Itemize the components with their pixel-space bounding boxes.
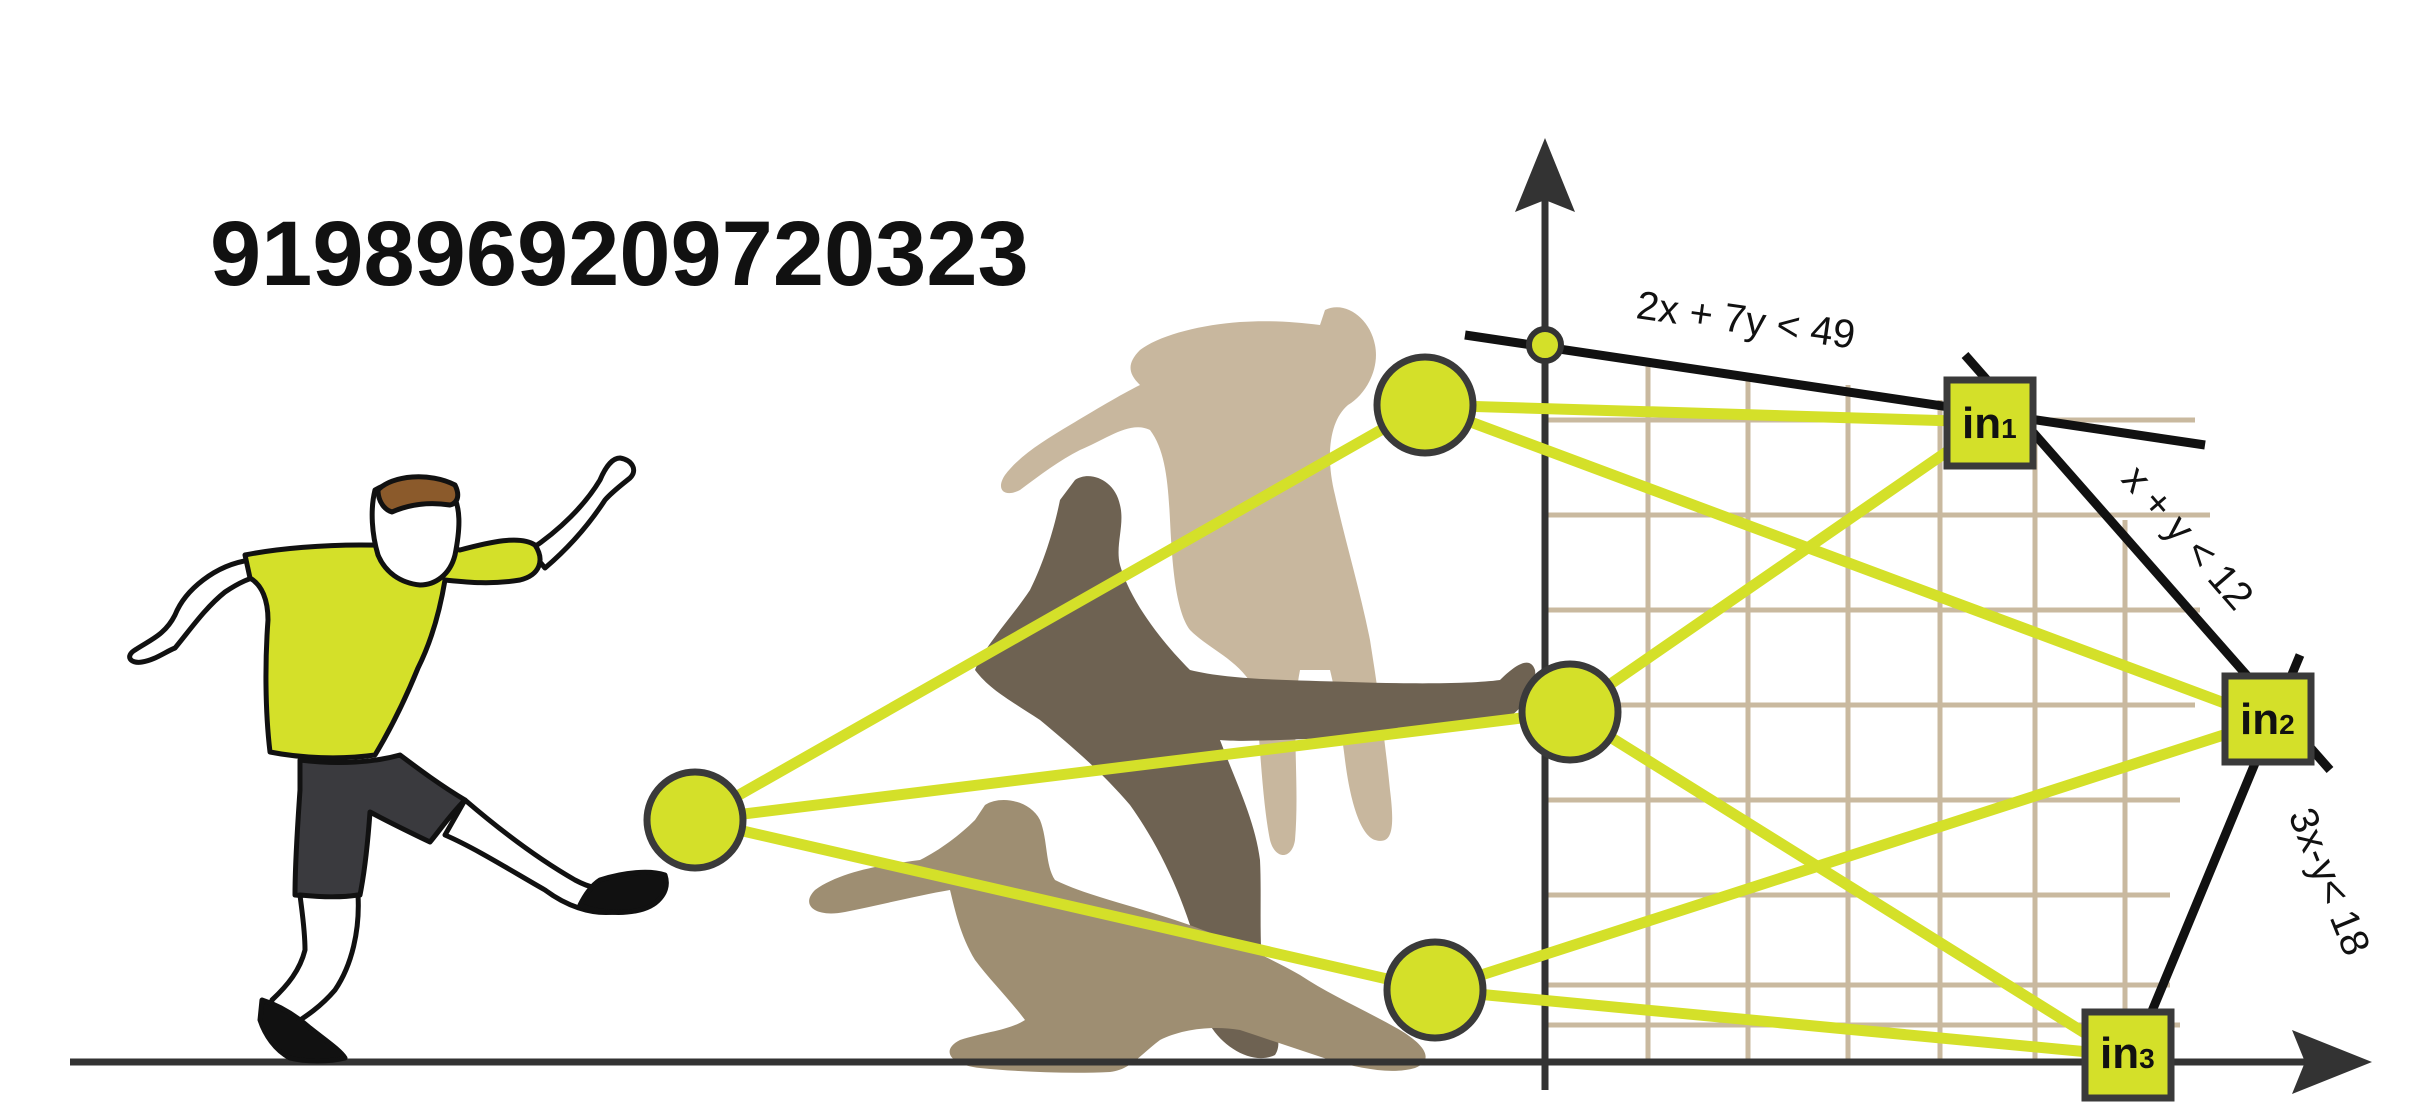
- node-left: [643, 768, 747, 872]
- input-node-2-subscript: 2: [2279, 709, 2295, 740]
- kicker-kicking-shoe: [577, 869, 669, 915]
- kicker-hair: [375, 474, 461, 515]
- svg-text:in3: in3: [2100, 1029, 2155, 1078]
- input-node-3-label: in: [2100, 1029, 2139, 1078]
- big-number: 9198969209720323: [210, 203, 1029, 305]
- inequality-label-2: x + y < 12: [2113, 457, 2261, 618]
- x-axis-arrow-icon: [2292, 1030, 2372, 1094]
- input-node-2-label: in: [2240, 695, 2279, 744]
- kicker-illustration: [127, 455, 669, 1064]
- kicker-shorts: [292, 752, 468, 900]
- grid: [1545, 360, 2210, 1060]
- node-top: [1373, 353, 1477, 457]
- silhouette-kicking-player: [975, 476, 1536, 1059]
- svg-text:in2: in2: [2240, 695, 2295, 744]
- input-node-1-subscript: 1: [2001, 413, 2017, 444]
- kicker-back-arm: [127, 557, 265, 665]
- input-node-2: in2: [2221, 672, 2315, 766]
- input-node-3: in3: [2081, 1008, 2175, 1102]
- node-bottom: [1383, 938, 1487, 1042]
- input-node-3-subscript: 3: [2139, 1043, 2155, 1074]
- y-axis-arrow-icon: [1515, 138, 1575, 212]
- node-middle: [1518, 660, 1622, 764]
- y-intercept-marker: [1526, 326, 1564, 364]
- input-node-1: in1: [1943, 376, 2037, 470]
- svg-text:in1: in1: [1962, 399, 2017, 448]
- constraint-line-1: [1464, 330, 2206, 450]
- silhouette-sliding-player: [809, 800, 1426, 1073]
- kicker-standing-shoe: [257, 997, 348, 1064]
- inequality-label-1: 2x + 7y < 49: [1634, 283, 1858, 357]
- network-nodes: [643, 353, 1622, 1042]
- kicker-front-arm: [527, 455, 637, 571]
- network-connections: [689, 399, 2276, 1061]
- inequality-label-3: 3x-y< 18: [2280, 802, 2379, 962]
- input-node-1-label: in: [1962, 399, 2001, 448]
